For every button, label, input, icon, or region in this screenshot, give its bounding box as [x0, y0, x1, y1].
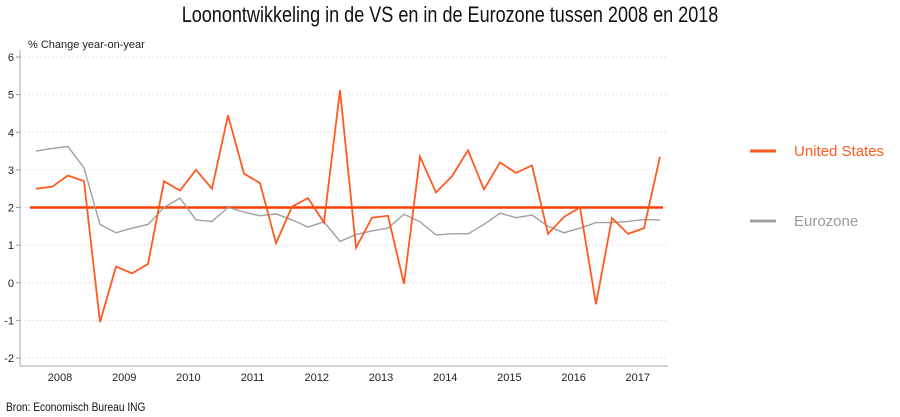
x-tick-label: 2011: [241, 372, 265, 384]
series-line-united-states: [35, 90, 661, 323]
x-tick-label: 2008: [48, 372, 72, 384]
x-tick-label: 2015: [497, 372, 521, 384]
y-tick-label: 0: [8, 278, 14, 290]
legend-label: Eurozone: [794, 213, 858, 230]
x-tick-label: 2016: [561, 372, 585, 384]
y-tick-label: 5: [8, 90, 14, 102]
series-line-eurozone: [35, 145, 661, 243]
x-tick-label: 2010: [176, 372, 200, 384]
x-tick-label: 2012: [305, 372, 329, 384]
y-tick-label: 1: [8, 240, 14, 252]
legend-label: United States: [794, 143, 884, 160]
chart-title: Loonontwikkeling in de VS en in de Euroz…: [181, 2, 719, 27]
y-tick-label: 6: [8, 52, 14, 64]
y-tick-label: -2: [4, 353, 14, 365]
x-tick-label: 2009: [112, 372, 136, 384]
x-tick-label: 2014: [433, 372, 457, 384]
y-tick-label: 2: [8, 203, 14, 215]
y-axis-label: % Change year-on-year: [28, 39, 145, 51]
source-note: Bron: Economisch Bureau ING: [6, 400, 146, 414]
x-tick-label: 2013: [369, 372, 393, 384]
y-tick-label: 4: [8, 127, 14, 139]
y-tick-label: -1: [4, 315, 14, 327]
y-tick-label: 3: [8, 165, 14, 177]
x-tick-label: 2017: [626, 372, 650, 384]
